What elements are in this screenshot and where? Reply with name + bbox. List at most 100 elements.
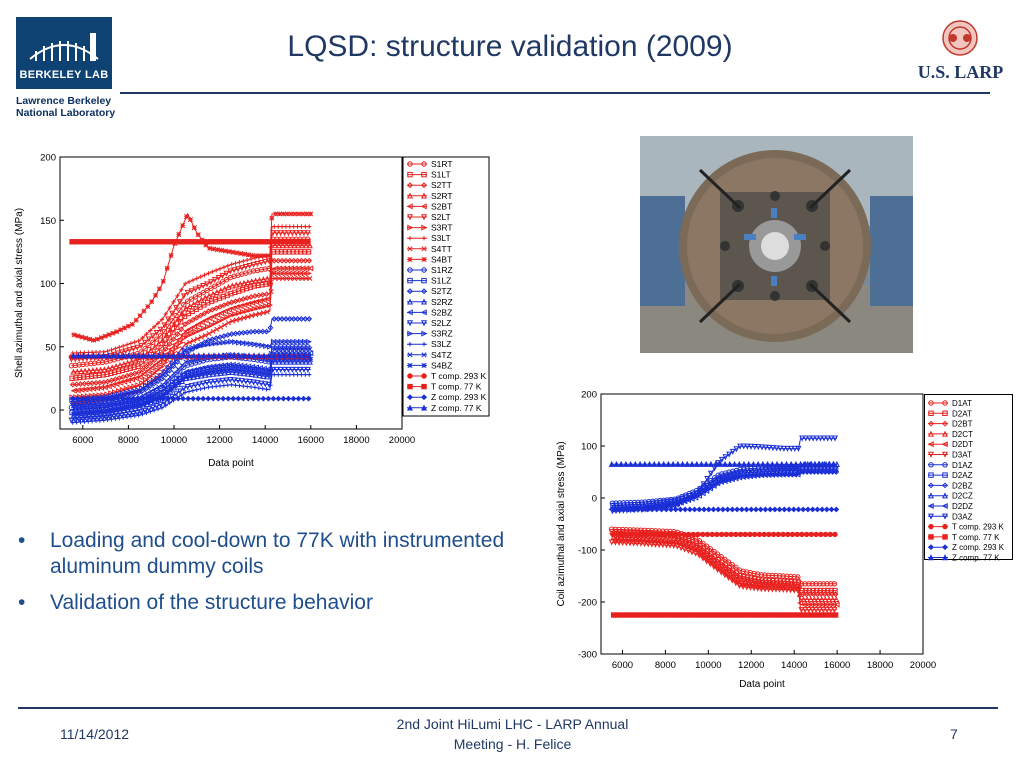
- data-point: [733, 612, 740, 618]
- data-point: [190, 277, 196, 283]
- data-point: [718, 456, 725, 463]
- data-point: [99, 239, 105, 245]
- data-point: [156, 389, 163, 396]
- legend-label: D2BT: [952, 420, 973, 429]
- data-point: [296, 211, 302, 217]
- data-point: [241, 315, 247, 321]
- data-point: [286, 270, 293, 277]
- data-point: [210, 313, 217, 320]
- data-point: [207, 279, 214, 286]
- data-point: [265, 239, 271, 245]
- data-point: [136, 413, 141, 418]
- data-point: [213, 288, 220, 296]
- data-point: [134, 410, 141, 417]
- data-point: [124, 342, 130, 347]
- data-point: [200, 352, 207, 359]
- data-point: [790, 464, 797, 471]
- data-point: [175, 293, 180, 299]
- data-point: [275, 395, 282, 402]
- data-point: [202, 317, 209, 324]
- data-point: [94, 239, 100, 245]
- data-point: [252, 298, 260, 305]
- data-point: [830, 460, 837, 467]
- data-point: [238, 265, 245, 272]
- data-point: [206, 315, 213, 322]
- data-point: [195, 395, 202, 402]
- data-point: [183, 327, 190, 334]
- data-point: [300, 366, 307, 373]
- data-point: [143, 363, 150, 370]
- data-point: [406, 203, 413, 210]
- data-point: [201, 310, 208, 317]
- data-point: [807, 591, 813, 598]
- data-point: [149, 397, 155, 403]
- data-point: [304, 211, 310, 217]
- data-point: [182, 321, 189, 328]
- series-s2tt: [69, 257, 313, 388]
- data-point: [810, 591, 817, 598]
- legend-item: D2CZ: [927, 492, 973, 501]
- data-point: [176, 380, 182, 386]
- data-point: [196, 284, 203, 291]
- data-point: [637, 540, 644, 547]
- data-point: [216, 317, 223, 324]
- data-point: [648, 541, 655, 548]
- data-point: [90, 409, 97, 415]
- data-point: [616, 539, 623, 546]
- data-point: [814, 612, 820, 618]
- data-point: [115, 391, 122, 398]
- data-point: [612, 539, 619, 546]
- legend-label: Z comp. 293 K: [952, 543, 1005, 552]
- data-point: [639, 506, 646, 513]
- data-point: [646, 460, 653, 467]
- legend-label: D2DT: [952, 440, 973, 449]
- data-point: [695, 531, 701, 538]
- data-point: [799, 531, 805, 538]
- data-point: [289, 230, 296, 237]
- data-point: [299, 346, 305, 352]
- data-point: [287, 242, 294, 249]
- data-point: [185, 345, 192, 352]
- data-point: [115, 395, 121, 402]
- data-point: [91, 415, 98, 422]
- data-point: [275, 316, 282, 322]
- data-point: [230, 249, 236, 255]
- legend-item: D2DZ: [927, 502, 973, 511]
- data-point: [828, 435, 835, 442]
- legend-item: S2TT: [407, 180, 452, 190]
- data-point: [200, 395, 207, 402]
- data-point: [802, 607, 809, 614]
- footer-center: 2nd Joint HiLumi LHC - LARP Annual Meeti…: [370, 714, 655, 754]
- data-point: [275, 257, 282, 264]
- data-point: [125, 323, 131, 329]
- data-point: [782, 464, 789, 471]
- data-point: [135, 369, 142, 376]
- data-point: [833, 596, 840, 603]
- data-point: [147, 360, 154, 367]
- data-point: [246, 368, 252, 375]
- data-point: [810, 435, 817, 442]
- data-point: [676, 531, 682, 538]
- data-point: [822, 531, 829, 538]
- data-point: [927, 554, 935, 561]
- data-point: [77, 374, 83, 381]
- data-point: [118, 327, 124, 333]
- data-point: [221, 285, 228, 292]
- data-point: [160, 382, 166, 388]
- data-point: [167, 326, 174, 333]
- data-point: [648, 531, 654, 538]
- data-point: [150, 339, 156, 345]
- data-point: [645, 527, 651, 534]
- data-point: [246, 252, 252, 258]
- data-point: [802, 435, 809, 442]
- data-point: [287, 275, 294, 282]
- data-point: [142, 407, 149, 414]
- legend-item: Z comp. 293 K: [407, 392, 487, 402]
- data-point: [751, 570, 757, 577]
- data-point: [407, 277, 413, 284]
- data-point: [224, 339, 231, 346]
- data-point: [295, 346, 301, 352]
- data-point: [726, 451, 733, 458]
- data-point: [165, 352, 172, 359]
- legend-item: S2BT: [406, 201, 452, 211]
